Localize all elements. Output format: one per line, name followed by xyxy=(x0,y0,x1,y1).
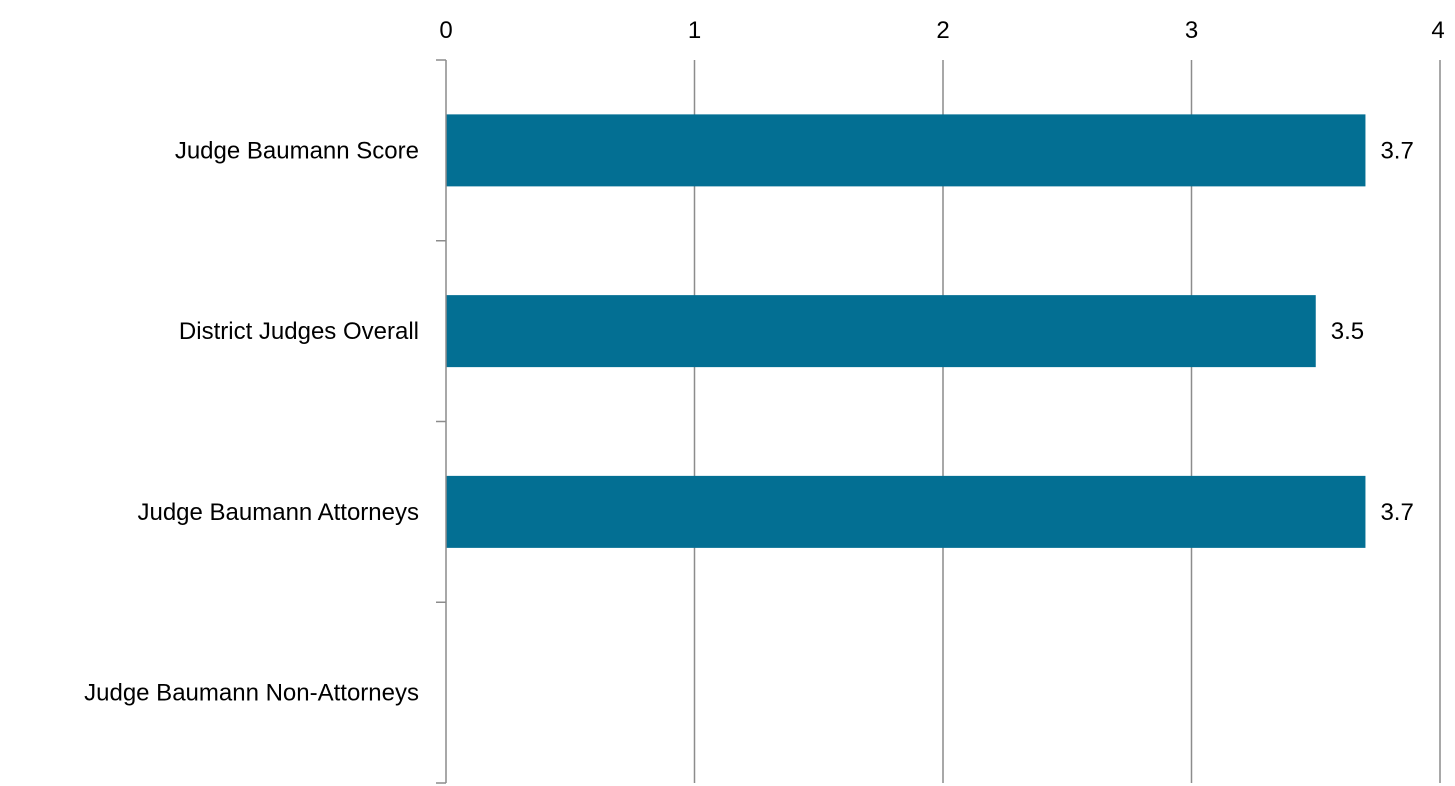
category-label: District Judges Overall xyxy=(179,318,419,345)
data-label: 3.7 xyxy=(1380,137,1413,164)
x-tick-label: 4 xyxy=(1431,17,1444,44)
data-label: 3.7 xyxy=(1380,499,1413,526)
data-label: 3.5 xyxy=(1331,318,1364,345)
value-axis-ticks: 0 1 2 3 4 xyxy=(439,17,1444,44)
bars xyxy=(446,114,1366,548)
x-tick-label: 1 xyxy=(688,17,701,44)
bar xyxy=(446,114,1366,187)
category-labels: Judge Baumann Score District Judges Overa… xyxy=(84,137,419,706)
x-tick-label: 3 xyxy=(1185,17,1198,44)
category-label: Judge Baumann Non-Attorneys xyxy=(84,680,419,707)
category-axis xyxy=(436,59,447,784)
x-tick-label: 2 xyxy=(936,17,949,44)
category-label: Judge Baumann Attorneys xyxy=(137,499,419,526)
data-labels: 3.7 3.5 3.7 xyxy=(1331,137,1414,526)
bar xyxy=(446,295,1316,368)
x-tick-label: 0 xyxy=(439,17,452,44)
bar xyxy=(446,475,1366,548)
category-label: Judge Baumann Score xyxy=(175,137,419,164)
